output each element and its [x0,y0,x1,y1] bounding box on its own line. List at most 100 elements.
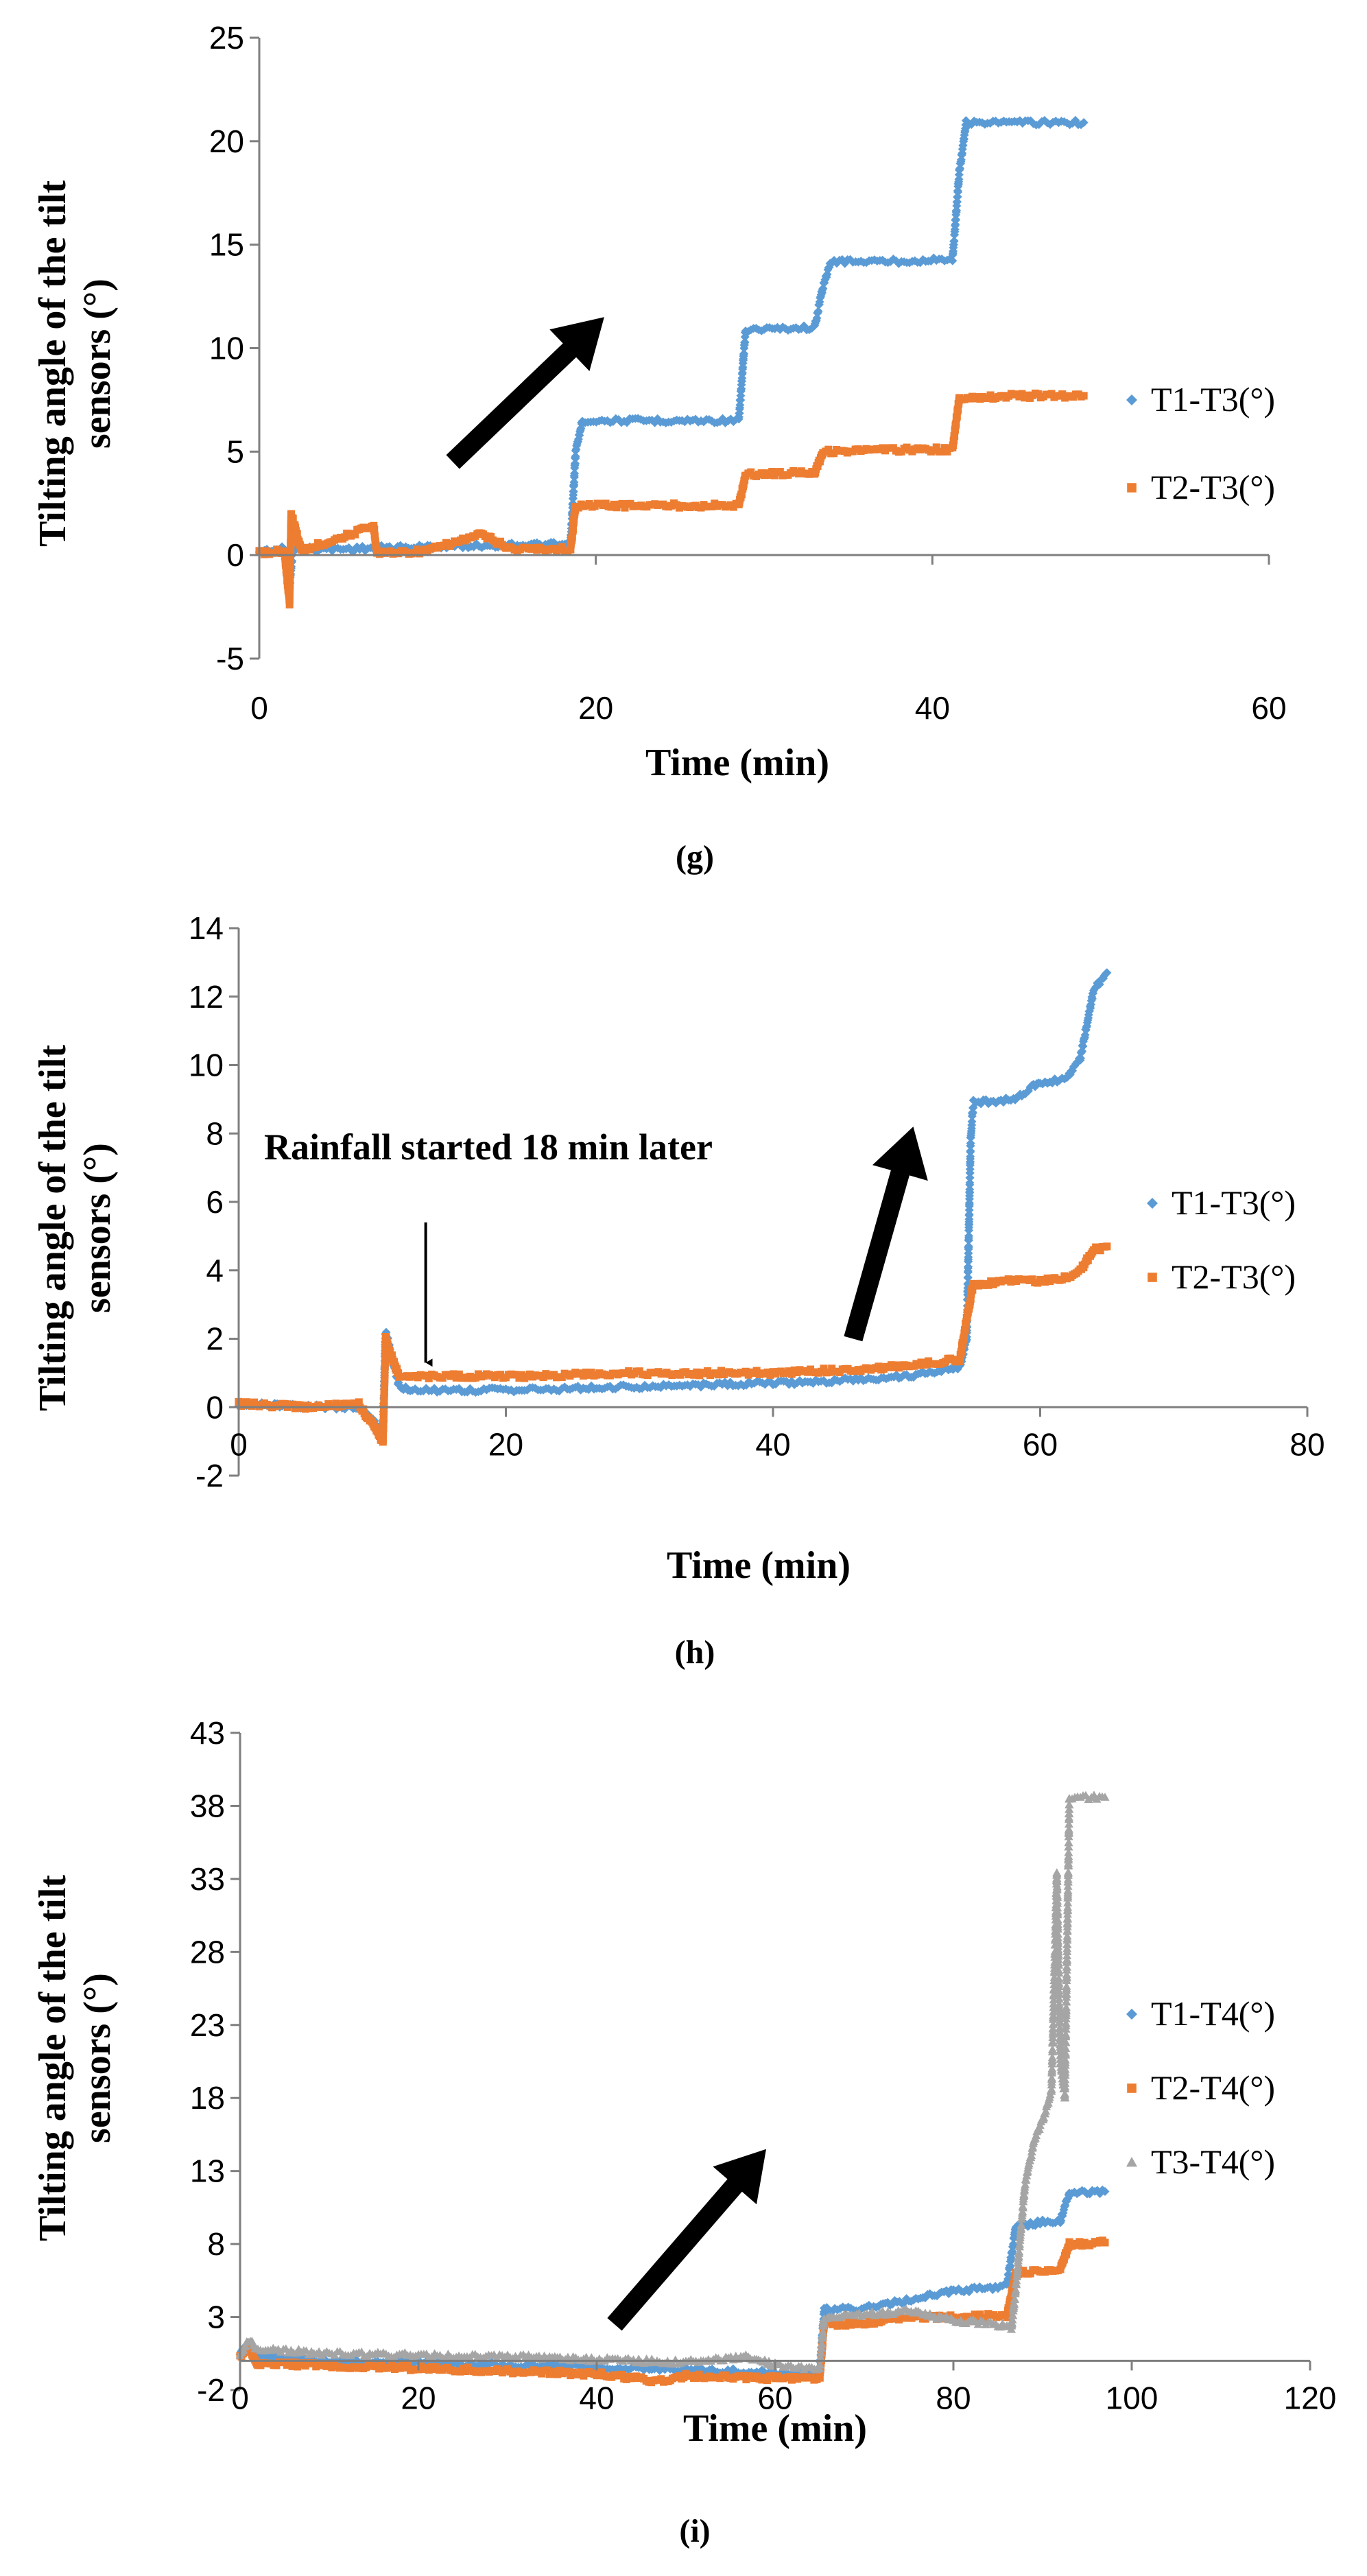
data-point [1048,2044,1058,2053]
data-point [1064,1842,1073,1851]
y-tick-label: 2 [206,1321,224,1357]
data-point [1003,2311,1012,2319]
data-point [951,432,959,440]
data-point [1052,1877,1062,1885]
series-g-1 [254,115,1089,592]
data-point [1062,1970,1071,1978]
data-point [833,2321,842,2330]
data-point [1078,1041,1088,1051]
data-point [966,1146,975,1156]
data-point [413,545,421,554]
legend-item: T1-T4(°) [1126,1994,1275,2033]
data-point [740,338,750,347]
data-point [739,349,749,359]
data-point [1052,1869,1062,1878]
data-point [554,2370,562,2378]
legend-label: T1-T3(°) [1172,1183,1296,1222]
data-point [1064,1819,1073,1828]
y-tick-label: 3 [207,2300,225,2335]
data-point [569,525,578,534]
data-point [1048,2037,1058,2046]
trend-arrow-h [844,1126,928,1342]
legend-label: T2-T4(°) [1151,2068,1275,2107]
data-point [964,1231,973,1241]
data-point [966,1139,975,1148]
data-point [956,1358,964,1366]
data-point [381,1369,389,1377]
x-tick-label: 40 [755,1426,790,1462]
data-point [1062,1981,1071,1990]
legend-label: T2-T3(°) [1151,468,1275,506]
data-point [1102,968,1112,978]
data-point [964,1242,973,1251]
data-point [953,412,961,421]
legend-i: T1-T4(°) T2-T4(°) T3-T4(°) [1126,1994,1275,2181]
data-point [1101,2238,1109,2247]
data-point [961,1326,969,1334]
data-point [558,543,567,551]
data-point [380,1399,388,1408]
y-tick-label: 28 [190,1934,225,1970]
data-point [569,487,578,497]
series-h-2 [235,1242,1111,1446]
data-point [287,510,296,518]
data-point [965,1178,975,1187]
y-tick-label: -5 [216,641,244,676]
data-point [1055,2029,1065,2037]
data-point [1019,2190,1029,2199]
data-point [285,600,294,608]
series-g-2 [255,389,1088,608]
data-point [1054,1960,1063,1969]
legend-item: T3-T4(°) [1126,2142,1275,2181]
data-point [1021,2180,1030,2188]
x-tick-label: 60 [757,2380,792,2415]
data-point [787,1370,796,1378]
data-point [1054,1982,1064,1990]
y-axis-title-g-line1: Tilting angle of the tilt [32,180,74,547]
y-tick-label: 0 [206,1389,224,1425]
data-point [1062,1940,1072,1948]
legend-marker [1126,2009,1137,2020]
data-point [1056,2046,1065,2055]
data-point [1062,1963,1071,1971]
data-point [818,2327,828,2336]
data-point [932,443,940,451]
data-point [281,555,289,563]
data-point [1062,1951,1072,1959]
data-point [1052,1884,1062,1893]
data-point [1065,2238,1073,2246]
y-tick-label: 6 [206,1184,224,1220]
data-point [1061,2002,1071,2011]
data-point [1079,118,1089,128]
data-point [288,2362,296,2370]
panel-label-h: (h) [675,1634,715,1670]
data-point [1060,2064,1070,2073]
x-tick-label: 0 [231,2380,249,2415]
data-point [1018,390,1026,398]
data-point [967,1117,977,1126]
data-point [388,1351,396,1360]
data-point [287,528,295,537]
data-point [949,441,958,449]
data-point [958,1347,966,1356]
data-point [940,444,949,452]
y-tick-label: -2 [195,1458,224,1493]
legend-label: T3-T4(°) [1151,2142,1275,2181]
data-point [285,592,294,600]
data-point [567,545,575,554]
data-point [968,1286,977,1294]
data-point [816,2352,826,2361]
data-point [1054,1968,1064,1976]
data-marks-i [235,1791,1110,2387]
y-axis-title-i-line1: Tilting angle of the tilt [32,1875,74,2241]
y-tick-label: 10 [189,1048,224,1083]
data-point [289,515,297,523]
data-point [965,1185,975,1194]
data-point [982,2314,990,2322]
